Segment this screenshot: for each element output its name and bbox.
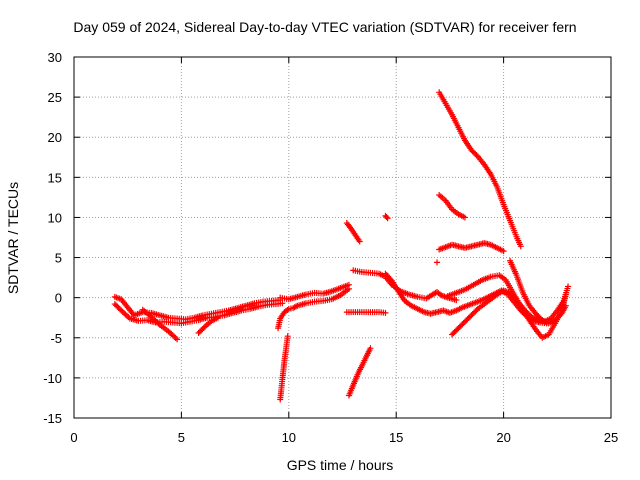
data-point <box>345 281 352 288</box>
data-point <box>284 333 291 340</box>
point-series-3 <box>139 306 181 343</box>
data-point <box>384 215 391 222</box>
data-point <box>200 324 207 331</box>
data-point <box>383 214 390 221</box>
point-series-7 <box>277 281 352 303</box>
point-series-19 <box>444 272 572 325</box>
y-tick-label: 0 <box>55 291 62 306</box>
point-series-8 <box>343 309 389 316</box>
chart-title: Day 059 of 2024, Sidereal Day-to-day VTE… <box>73 19 576 35</box>
point-series-17 <box>434 259 441 266</box>
axis-ticks: 0 5 10 15 20 25 30 25 20 15 10 5 0 -5 -10 -15 <box>43 50 618 445</box>
data-points <box>111 89 572 403</box>
data-point <box>174 336 181 343</box>
y-tick-label: 25 <box>48 90 62 105</box>
y-tick-label: -15 <box>43 411 62 426</box>
data-point <box>116 306 123 313</box>
x-axis-label: GPS time / hours <box>287 457 394 473</box>
x-tick-label: 0 <box>70 430 77 445</box>
data-point <box>214 314 221 321</box>
y-tick-label: 30 <box>48 50 62 65</box>
data-point <box>382 309 389 316</box>
plot-frame <box>73 56 612 419</box>
point-series-11 <box>382 212 391 222</box>
data-point <box>279 300 286 307</box>
point-series-10 <box>343 220 363 245</box>
grid <box>74 57 611 418</box>
y-tick-label: 5 <box>55 251 62 266</box>
y-axis-label: SDTVAR / TECUs <box>5 182 21 294</box>
y-tick-label: 20 <box>48 130 62 145</box>
data-point <box>562 302 569 309</box>
y-tick-label: 10 <box>48 210 62 225</box>
x-tick-label: 5 <box>178 430 185 445</box>
point-series-20 <box>507 257 569 327</box>
data-point <box>500 248 507 255</box>
x-tick-label: 15 <box>389 430 403 445</box>
data-point <box>517 243 524 250</box>
x-tick-label: 20 <box>496 430 510 445</box>
point-series-4 <box>195 314 221 336</box>
point-series-2 <box>111 300 286 327</box>
y-tick-label: -5 <box>50 331 62 346</box>
y-tick-label: -10 <box>43 371 62 386</box>
data-point <box>356 238 363 245</box>
y-tick-label: 15 <box>48 170 62 185</box>
point-series-9 <box>345 345 374 399</box>
x-tick-label: 25 <box>604 430 618 445</box>
data-point <box>461 214 468 221</box>
point-series-6 <box>275 285 352 332</box>
point-series-18 <box>449 287 569 341</box>
x-tick-label: 10 <box>282 430 296 445</box>
data-point <box>367 345 374 352</box>
data-point <box>434 259 441 266</box>
point-series-5 <box>277 333 291 403</box>
data-point <box>565 283 572 290</box>
data-point <box>453 297 460 304</box>
point-series-16 <box>436 240 507 255</box>
point-series-14 <box>436 89 524 250</box>
point-series-15 <box>436 191 468 221</box>
